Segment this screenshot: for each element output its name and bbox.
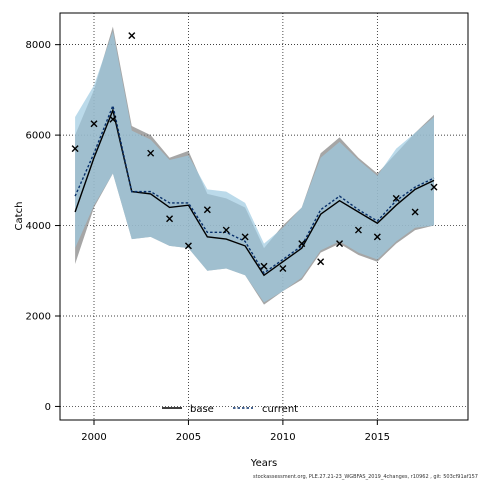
x-axis: 2000 2005 2010 2015 xyxy=(81,420,390,443)
x-tick-label: 2010 xyxy=(270,432,295,443)
legend-label-base: base xyxy=(190,404,214,415)
observation-point xyxy=(411,208,419,216)
observation-point xyxy=(279,265,287,273)
observation-point xyxy=(241,233,249,241)
observation-point xyxy=(392,194,400,202)
observation-point xyxy=(317,258,325,266)
y-tick-label: 2000 xyxy=(26,311,51,322)
x-tick-label: 2005 xyxy=(176,432,201,443)
observation-point xyxy=(90,120,98,128)
observation-point xyxy=(166,215,174,223)
observation-point xyxy=(260,262,268,270)
y-tick-label: 0 xyxy=(45,402,51,413)
line-current xyxy=(74,103,435,275)
y-axis: 0 2000 4000 6000 8000 xyxy=(26,40,60,413)
y-tick-label: 8000 xyxy=(26,40,51,51)
observation-point xyxy=(71,145,79,153)
observation-point xyxy=(203,206,211,214)
y-tick-label: 6000 xyxy=(26,131,51,142)
observations xyxy=(71,32,438,273)
x-tick-label: 2015 xyxy=(365,432,390,443)
x-tick-label: 2000 xyxy=(81,432,106,443)
y-tick-label: 4000 xyxy=(26,221,51,232)
confidence-bands xyxy=(75,26,434,305)
plot-frame xyxy=(59,12,469,421)
legend-label-current: current xyxy=(262,404,298,415)
legend: base current xyxy=(162,404,298,415)
x-axis-title: Years xyxy=(250,458,277,469)
observation-point xyxy=(336,240,344,248)
band-current xyxy=(75,31,434,303)
footnote: stockassessment.org, PLE.27.21-23_WGBFAS… xyxy=(253,474,478,480)
observation-point xyxy=(354,226,362,234)
observation-point xyxy=(298,240,306,248)
observation-point xyxy=(128,32,136,40)
observation-point xyxy=(184,242,192,250)
y-axis-title: Catch xyxy=(14,202,25,231)
series-lines xyxy=(74,103,435,277)
observation-point xyxy=(147,149,155,157)
observation-point xyxy=(222,226,230,234)
observation-point xyxy=(373,233,381,241)
observation-point xyxy=(430,183,438,191)
observation-point xyxy=(109,115,117,123)
